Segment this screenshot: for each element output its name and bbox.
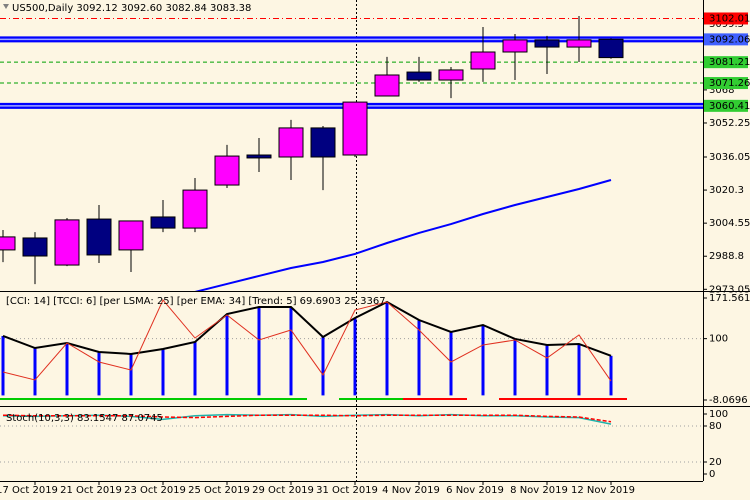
symbol-icon [3,4,9,9]
y-tick-label: 2988.8 [709,251,744,262]
candle-body [150,216,176,229]
candle-body [374,74,400,97]
level-label-box [704,56,748,69]
candle-body [566,39,592,48]
level-label-box [704,77,748,90]
y-tick-label: 3004.55 [709,218,750,229]
candle-body [310,127,336,158]
y-tick-label: 3020.3 [709,185,744,196]
y-tick-label: 3036.05 [709,152,750,163]
level-label-box [704,12,748,25]
y-tick-label: 100 [709,409,728,420]
level-label: 3092.06 [709,34,750,45]
level-label: 3060.41 [709,101,750,112]
candle-body [342,101,368,156]
x-tick-label: 29 Oct 2019 [252,485,314,496]
y-tick-label: 20 [709,457,722,468]
y-tick-label: 80 [709,421,722,432]
indicator-line [2,300,612,357]
x-tick-label: 17 Oct 2019 [0,485,58,496]
x-tick-label: 21 Oct 2019 [60,485,122,496]
candle-body [470,51,496,70]
candle-body [214,155,240,186]
x-tick-label: 12 Nov 2019 [571,485,635,496]
candle-body [86,218,112,256]
candle-body [246,154,272,159]
level-label-box [704,99,748,112]
y-tick-label: 171.5616 [709,293,750,304]
moving-average [194,179,612,291]
y-tick-label: 0 [709,469,715,480]
y-tick-label: 100 [709,334,728,345]
chart-title: US500,Daily 3092.12 3092.60 3082.84 3083… [12,3,251,14]
candle-body [406,71,432,81]
candle-body [22,237,48,257]
indicator-line-clip [2,299,612,382]
candle-body [278,127,304,158]
indicator-line-clip [2,300,612,357]
candles [0,15,703,285]
x-tick-label: 8 Nov 2019 [510,485,568,496]
candle-body [438,69,464,81]
x-tick-label: 25 Oct 2019 [188,485,250,496]
x-tick-label: 4 Nov 2019 [382,485,440,496]
y-tick-label: -8.0696 [709,395,748,406]
level-label: 3081.21 [709,57,750,68]
candle-body [118,220,144,251]
candle-body [502,39,528,53]
stoch-line-clip [2,414,612,423]
stoch-line [2,414,612,423]
candle-body [54,219,80,266]
histogram [0,302,627,400]
level-label: 3071.26 [709,78,750,89]
candle-body [182,189,208,229]
cci-title: [CCI: 14] [TCCI: 6] [per LSMA: 25] [per … [6,296,386,307]
y-tick-label: 3052.25 [709,118,750,129]
x-tick-label: 6 Nov 2019 [446,485,504,496]
candle-body [0,236,16,251]
x-tick-label: 23 Oct 2019 [124,485,186,496]
indicator-line [2,299,612,382]
plot-layer: 3099.530683052.253036.053020.33004.55298… [0,12,750,496]
level-label: 3102.01 [709,13,750,24]
y-tick-label: 3068 [709,85,734,96]
candle-body [598,38,624,59]
level-label-box [704,33,748,46]
stoch-title: Stoch(10,3,3) 83.1547 87.0745 [6,413,163,424]
y-tick-label: 2973.05 [709,284,750,295]
moving-average-clip [194,179,612,291]
x-tick-label: 31 Oct 2019 [316,485,378,496]
candle-body [534,39,560,48]
